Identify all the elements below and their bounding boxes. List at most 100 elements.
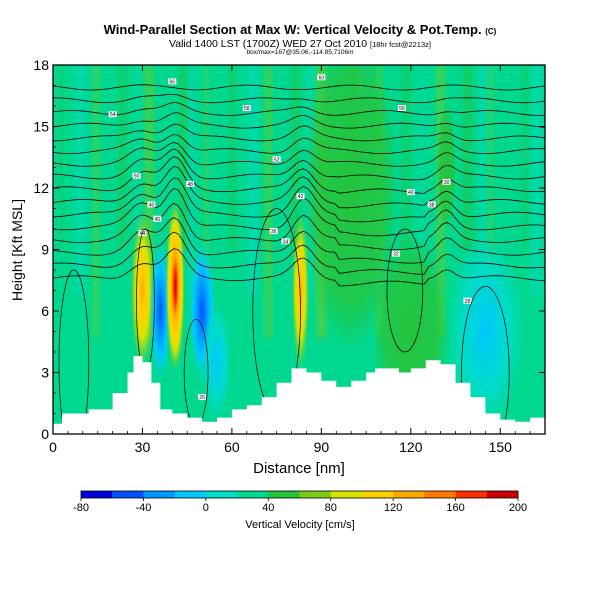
velocity-cell [202,303,232,422]
contour-label-bg [147,201,156,208]
colorbar-swatch [268,491,300,498]
velocity-cells [130,65,524,430]
chart-title: Wind-Parallel Section at Max W: Vertical… [103,22,497,37]
theta-contour-line [53,177,545,223]
velocity-streak [222,65,231,383]
x-tick-label: 30 [135,439,151,455]
x-axis: 0 30 60 90 120 150 [49,65,531,455]
velocity-streak [394,65,404,383]
contour-label: 66 [168,78,177,85]
contour-label: 28 [463,297,472,305]
theta-contour-line [53,112,545,129]
colorbar-swatch [81,491,113,498]
velocity-cell [165,201,185,372]
velocity-streak [93,65,99,339]
contour-label: 40 [406,189,415,196]
velocity-streak [119,65,126,250]
contour-label-text: 58 [244,106,250,112]
velocity-cell [130,211,155,370]
contour-label-text: 54 [110,112,116,118]
contour-label-text: 66 [169,79,175,85]
colorbar-tick-label: 120 [384,502,402,514]
contour-label: 42 [296,193,305,200]
theta-contour-line [53,231,545,275]
velocity-cell [149,238,171,384]
contour-label-text: 56 [399,106,405,112]
contour-label: 60 [317,74,326,81]
x-tick-label: 120 [399,439,423,455]
colorbar-swatch [393,491,425,498]
velocity-streak [101,65,112,383]
colorbar-swatch [205,491,238,498]
contour-label-bg [168,78,177,85]
y-tick-label: 3 [41,365,49,381]
colorbar-swatch [424,491,456,498]
x-tick-label: 60 [224,439,240,455]
velocity-contour [386,228,424,353]
contour-label-text: 32 [393,252,399,258]
contour-label: 48 [186,180,195,188]
velocity-streak [522,65,529,250]
contour-label-text: 26 [199,395,205,401]
velocity-streak [488,65,492,339]
colorbar-swatch [361,491,394,498]
velocity-contour [461,286,510,434]
y-tick-label: 18 [33,57,49,73]
theta-contour-line [53,187,545,237]
theta-contour-line [53,123,545,142]
colorbar-tick-label: -80 [73,502,89,514]
colorbar-swatch [237,491,269,498]
contour-label-bg [132,172,141,179]
contour-label-bg [463,297,472,304]
contour-label-bg [108,111,117,118]
contour-label-text: 48 [187,182,193,188]
colorbar-tick-label: 200 [509,502,527,514]
velocity-streak [179,65,189,250]
contour-label: 58 [242,105,251,112]
y-tick-label: 12 [33,180,49,196]
colorbar-tick-label: 160 [446,502,464,514]
contour-label-bg [427,201,436,208]
contour-label: 26 [198,394,207,401]
theta-contours: 66 60 58 56 54 52 50 48 46 45 44 42 40 38 36 34 32 30 28 26 [53,74,545,401]
contour-label-text: 30 [444,180,450,186]
colorbar-swatch [330,491,363,498]
velocity-streak [187,65,195,294]
contour-label-text: 46 [149,202,155,208]
velocity-cell [303,65,399,352]
contour-label-bg [296,193,305,200]
contour-label-bg [406,189,415,196]
y-tick-label: 15 [33,119,49,135]
contour-label-bg [317,74,326,81]
y-tick-label: 9 [41,242,49,258]
y-tick-label: 0 [41,426,49,442]
theta-contour-line [53,148,545,181]
contour-label-bg [153,215,162,222]
y-axis-label: Height [Kft MSL] [9,199,25,301]
theta-contour-line [53,102,545,116]
velocity-streak [58,65,63,250]
contour-label: 52 [272,156,281,163]
contour-label-bg [442,178,451,185]
x-tick-label: 0 [49,439,57,455]
contour-label-text: 40 [408,190,414,196]
velocity-streak [531,65,541,294]
theta-contour-line [53,134,545,155]
theta-contour-line [53,84,545,91]
contour-label-bg [186,180,195,187]
colorbar-swatch [486,491,519,498]
contour-label-bg [281,238,290,245]
contour-label: 56 [397,105,406,112]
colorbar-tick-label: 0 [203,502,209,514]
plot-area: 66 60 58 56 54 52 50 48 46 45 44 42 40 38 36 34 32 30 28 26 [53,65,545,434]
velocity-streak [290,65,299,250]
velocity-contour [58,269,90,434]
contour-label-text: 52 [274,157,280,163]
contour-label-text: 38 [429,202,435,208]
velocity-streak [479,65,487,294]
colorbar-frame [80,490,519,499]
theta-contour-line [53,248,545,287]
contour-label-text: 44 [140,231,146,237]
chart-subtitle: Valid 1400 LST (1700Z) WED 27 Oct 2010 [… [169,38,431,50]
